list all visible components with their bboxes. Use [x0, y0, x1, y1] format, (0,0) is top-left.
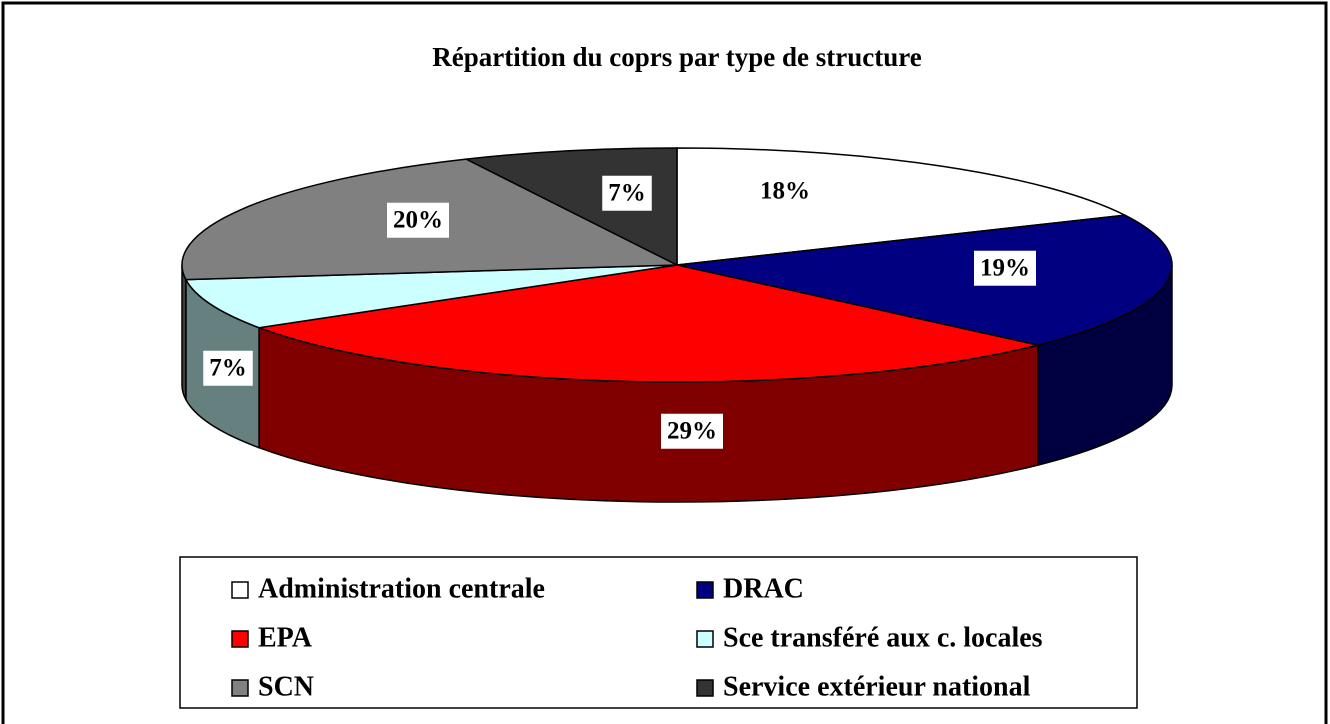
data-label: 7% — [602, 175, 652, 211]
data-label-text: 18% — [760, 178, 810, 205]
data-label: 20% — [387, 202, 449, 238]
data-label: 18% — [754, 173, 816, 209]
legend-box — [179, 556, 1138, 709]
pie-side — [181, 264, 187, 401]
legend-swatch — [696, 581, 714, 599]
data-label-text: 29% — [667, 418, 717, 445]
data-label-box — [661, 413, 723, 449]
pie-slice — [258, 264, 1039, 383]
data-label-box — [974, 250, 1036, 286]
legend-swatch — [231, 581, 249, 599]
data-label: 19% — [974, 250, 1036, 286]
data-label-box — [203, 350, 253, 386]
data-label: 7% — [203, 350, 253, 386]
legend-swatch — [231, 630, 249, 648]
legend-swatch — [696, 630, 714, 648]
data-label-text: 7% — [608, 180, 646, 207]
legend-swatch — [696, 679, 714, 697]
pie-slice — [676, 214, 1173, 346]
data-label-text: 7% — [209, 355, 247, 382]
data-label-box — [602, 175, 652, 211]
data-label-text: 20% — [393, 207, 443, 234]
legend-label: Administration centrale — [258, 573, 545, 604]
legend-label: EPA — [258, 622, 313, 653]
legend-label: DRAC — [723, 573, 804, 604]
legend-label: SCN — [258, 671, 314, 702]
data-label-text: 19% — [980, 255, 1030, 282]
data-label-box — [387, 202, 449, 238]
data-label: 29% — [661, 413, 723, 449]
chart-title: Répartition du coprs par type de structu… — [432, 42, 921, 72]
pie-slice — [184, 264, 678, 329]
legend-swatch — [231, 679, 249, 697]
legend-label: Sce transféré aux c. locales — [723, 622, 1043, 653]
data-label-box — [754, 173, 816, 209]
legend-label: Service extérieur national — [723, 671, 1031, 702]
